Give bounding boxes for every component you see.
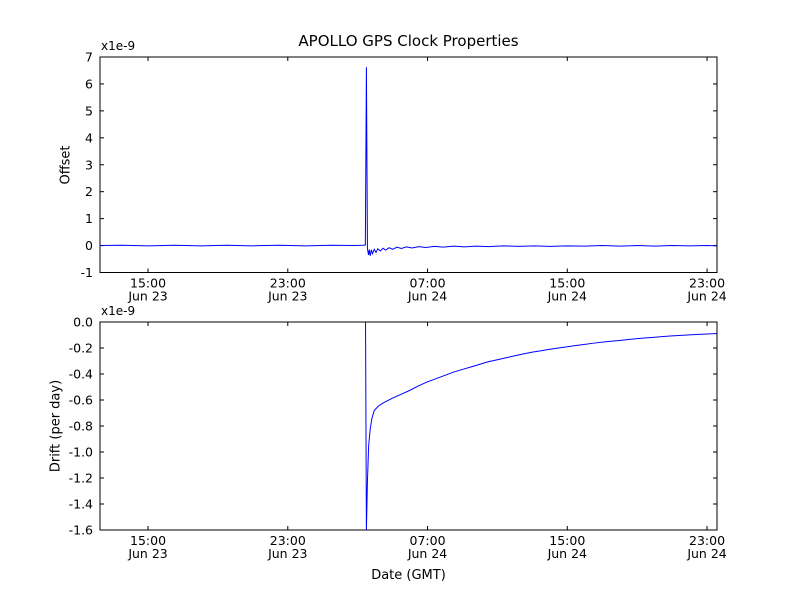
gps-offset-series-line	[100, 67, 717, 256]
x-tick-label-date: Jun 24	[407, 546, 447, 561]
y-tick-label: 6	[85, 76, 93, 91]
y-tick-label: 0	[85, 238, 93, 253]
y-tick-label: 4	[85, 130, 93, 145]
y-tick-label: 2	[85, 184, 93, 199]
x-tick-label-date: Jun 23	[267, 546, 307, 561]
x-tick-label-date: Jun 23	[267, 289, 307, 304]
x-tick-label-time: 23:00	[270, 533, 306, 548]
y-tick-label: -1.6	[69, 523, 93, 538]
y-tick-label: -1.0	[69, 445, 93, 460]
chart-title: APOLLO GPS Clock Properties	[298, 32, 519, 50]
x-tick-label-date: Jun 24	[547, 546, 587, 561]
x-axis-label: Date (GMT)	[371, 568, 446, 583]
y-tick-label: -1.2	[69, 471, 93, 486]
x-tick-label-date: Jun 24	[407, 289, 447, 304]
x-tick-label-date: Jun 24	[686, 289, 726, 304]
y-tick-label: 3	[85, 157, 93, 172]
y-tick-label: -0.8	[69, 419, 93, 434]
x-tick-label-time: 23:00	[689, 533, 725, 548]
y-tick-label: -0.2	[69, 341, 93, 356]
x-tick-label-date: Jun 23	[127, 289, 167, 304]
drift-axes-frame	[99, 321, 718, 531]
y-tick-label: 0.0	[73, 315, 93, 330]
x-tick-label-time: 23:00	[689, 276, 725, 291]
x-tick-label-date: Jun 24	[547, 289, 587, 304]
x-tick-label-time: 23:00	[270, 276, 306, 291]
x-tick-label-time: 15:00	[549, 533, 585, 548]
bottom-axis-scale-multiplier: x1e-9	[101, 304, 136, 318]
y-tick-label: -0.6	[69, 393, 93, 408]
top-axis-scale-multiplier: x1e-9	[101, 39, 136, 53]
offset-axes-frame	[99, 56, 718, 273]
y-tick-label: -1	[81, 265, 93, 280]
gps-drift-series-line	[100, 322, 717, 530]
x-tick-label-time: 07:00	[410, 276, 446, 291]
x-tick-label-date: Jun 24	[686, 546, 726, 561]
y-tick-label: -0.4	[69, 367, 93, 382]
x-tick-label-time: 15:00	[549, 276, 585, 291]
x-tick-label-time: 15:00	[130, 533, 166, 548]
y-tick-label: 7	[85, 50, 93, 65]
y-tick-label: 1	[85, 211, 93, 226]
x-tick-label-date: Jun 23	[127, 546, 167, 561]
y-tick-label: -1.4	[69, 497, 93, 512]
x-tick-label-time: 07:00	[410, 533, 446, 548]
y-tick-label: 5	[85, 103, 93, 118]
x-tick-label-time: 15:00	[130, 276, 166, 291]
